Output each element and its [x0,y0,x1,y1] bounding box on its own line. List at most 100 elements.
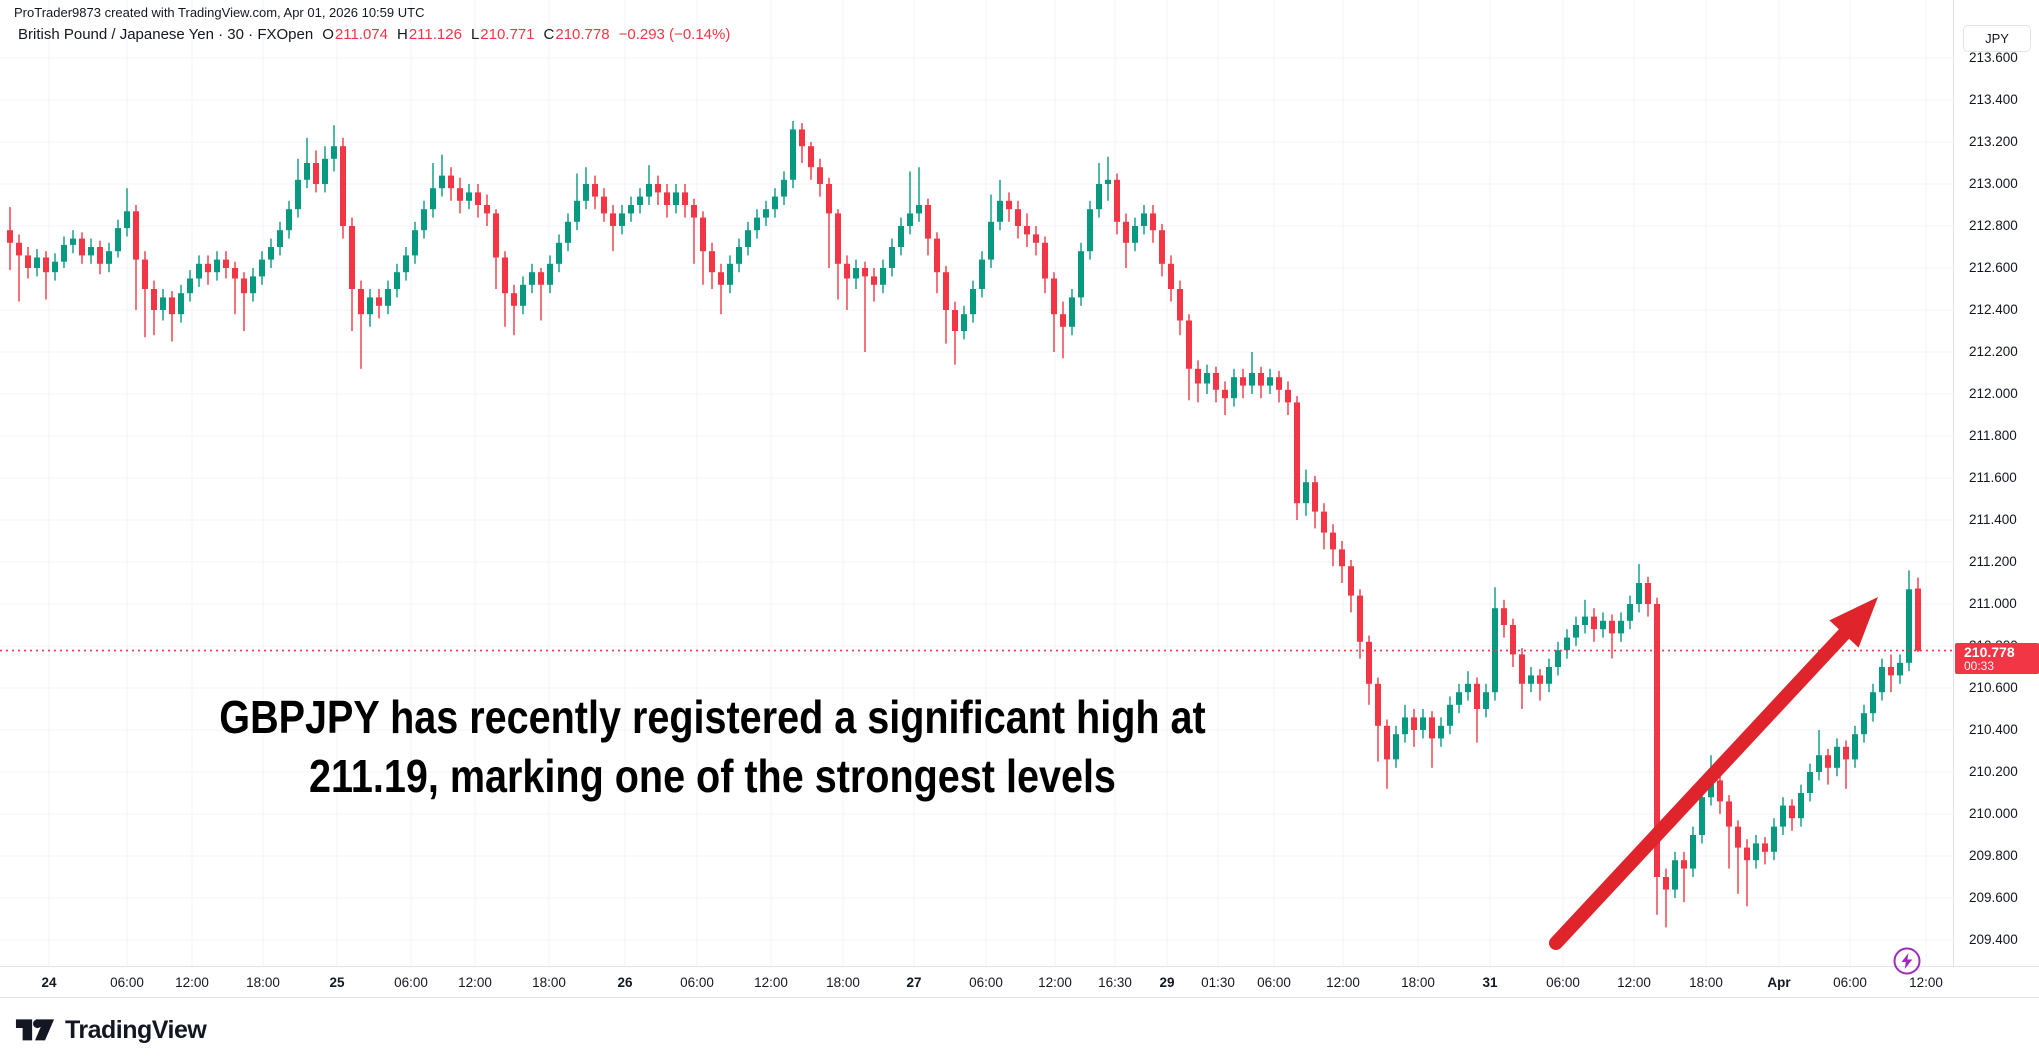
time-axis-label: 12:00 [754,975,788,990]
candle-body [34,257,40,268]
candle-body [1420,717,1426,730]
candle-body [1213,373,1219,390]
candle-body [349,226,355,289]
price-axis-label: 212.600 [1969,260,2018,275]
time-axis[interactable]: 24 06:00 12:00 18:00 25 06:00 12:00 18:00 26 06:0… [0,966,2039,998]
candle-body [1780,805,1786,827]
price-axis-label: 211.400 [1969,512,2017,527]
candle-body [637,196,643,205]
time-axis-label: 27 [906,975,922,990]
candle-body [232,268,238,279]
candle-body [322,158,328,184]
candle-body [1888,667,1894,676]
annotation-line-2: 211.19, marking one of the strongest lev… [309,750,1116,802]
symbol-legend[interactable]: British Pound / Japanese Yen · 30 · FXOp… [18,26,730,43]
tradingview-logo[interactable]: TradingView [15,1013,207,1048]
candle-body [646,184,652,197]
candle-body [205,263,211,273]
candle-body [1870,692,1876,714]
candle-body [1402,717,1408,735]
candle-body [1042,242,1048,279]
candle-body [1618,620,1624,634]
candle-body [178,293,184,315]
candle-body [1384,725,1390,760]
ohlc-close: C210.778 [543,26,610,43]
candle-body [1330,532,1336,550]
time-axis-label: Apr [1767,975,1791,990]
lightning-icon[interactable] [1892,946,1922,981]
candle-body [313,163,319,184]
candle-body [1060,314,1066,327]
candle-body [1636,583,1642,604]
candle-body [277,230,283,247]
candle-body [1231,377,1237,399]
tradingview-wordmark: TradingView [65,1016,207,1044]
candle-body [1195,368,1201,384]
candle-body [682,192,688,205]
candle-body [817,167,823,184]
candle-body [43,257,49,273]
candle-body [1267,377,1273,386]
candle-body [700,217,706,252]
candle-body [331,146,337,159]
candle-body [1897,662,1903,676]
candle-body [1132,226,1138,243]
candle-body [1258,373,1264,386]
candle-body [1276,377,1282,390]
time-axis-label: 06:00 [680,975,714,990]
price-axis-label: 213.400 [1969,92,2018,107]
candle-body [997,200,1003,222]
candle-body [1114,179,1120,222]
candle-body [1600,620,1606,630]
candle-body [376,297,382,306]
candle-body [979,259,985,289]
currency-unit-button[interactable]: JPY [1963,25,2031,52]
price-axis-label: 212.400 [1969,302,2018,317]
candle-body [1447,704,1453,726]
candle-body [7,230,13,243]
candle-body [1825,755,1831,768]
candle-body [1483,692,1489,709]
candle-body [1096,184,1102,210]
candle-body [475,192,481,205]
time-axis-label: 26 [617,975,633,990]
price-axis-label: 210.600 [1969,680,2018,695]
candle-body [1699,797,1705,835]
candle-body [556,242,562,264]
ohlc-open: O211.074 [322,26,388,43]
candle-body [520,284,526,306]
candle-body [1537,675,1543,684]
candle-body [358,289,364,315]
candle-body [457,188,463,201]
last-price-value: 210.778 [1964,643,2015,660]
candle-body [916,205,922,214]
candle-body [709,251,715,273]
candle-body [1375,683,1381,726]
last-price-tag: 210.778 00:33 [1955,642,2039,674]
candle-body [241,278,247,294]
time-axis-label: 29 [1159,975,1175,990]
candle-body [214,259,220,273]
candle-body [1582,616,1588,625]
candle-body [1672,860,1678,890]
candle-body [1915,588,1921,651]
candle-body [25,255,31,268]
candle-body [1123,221,1129,243]
change-value: −0.293 (−0.14%) [618,26,731,43]
trend-arrow-shaft[interactable] [1549,627,1851,950]
time-axis-label: 12:00 [1617,975,1651,990]
ohlc-high: H211.126 [396,26,462,43]
candle-body [1753,843,1759,861]
candle-body [1906,589,1912,663]
price-axis-label: 209.600 [1969,890,2018,905]
candle-body [673,192,679,205]
candle-body [808,146,814,168]
candle-body [367,297,373,315]
price-axis[interactable]: JPY 210.778 00:33 213.600 213.400 213.200 2… [1953,0,2039,966]
candle-body [754,217,760,231]
price-axis-label: 210.400 [1969,722,2018,737]
candle-body [565,221,571,243]
candle-body [484,205,490,214]
